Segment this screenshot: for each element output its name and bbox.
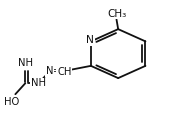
Text: =N: =N: [49, 66, 65, 76]
Text: HO: HO: [4, 97, 20, 107]
Text: NH: NH: [18, 58, 33, 68]
Text: CH: CH: [57, 67, 71, 77]
Text: N: N: [46, 66, 53, 76]
Text: NH: NH: [31, 78, 46, 88]
Text: N: N: [86, 35, 94, 45]
Text: CH₃: CH₃: [107, 9, 126, 19]
